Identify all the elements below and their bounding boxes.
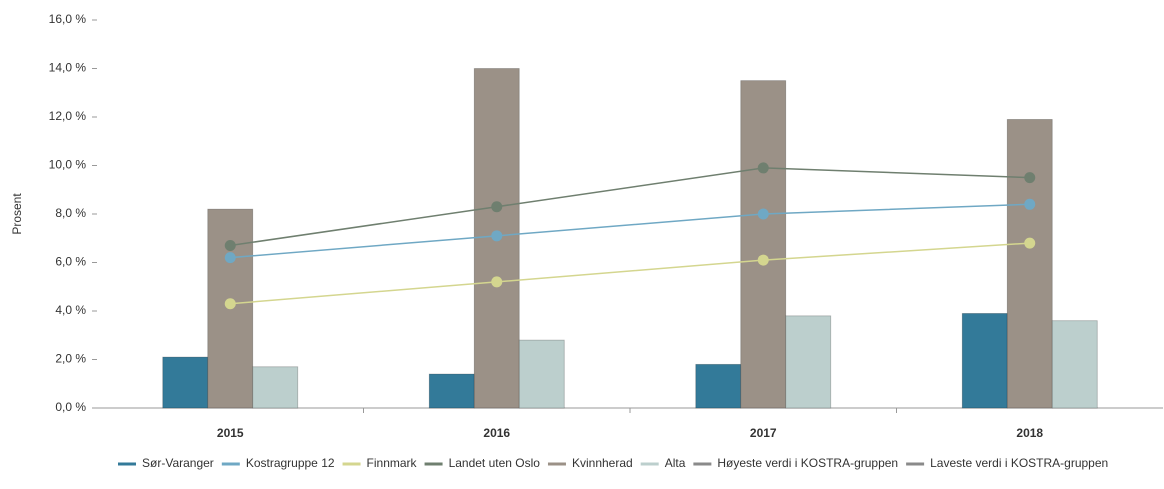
bar bbox=[252, 366, 299, 409]
bar bbox=[518, 339, 565, 409]
point bbox=[757, 162, 769, 174]
y-axis-label: Prosent bbox=[10, 193, 24, 235]
line bbox=[230, 167, 1030, 247]
x-tick-label: 2016 bbox=[483, 426, 510, 440]
y-tick-label: 16,0 % bbox=[49, 12, 87, 26]
bar bbox=[695, 363, 742, 409]
point bbox=[1024, 237, 1036, 249]
legend-label: Finnmark bbox=[367, 456, 418, 470]
legend-label: Kvinnherad bbox=[572, 456, 633, 470]
bar bbox=[1006, 119, 1053, 409]
bar bbox=[740, 80, 787, 409]
y-tick-label: 14,0 % bbox=[49, 61, 87, 75]
y-tick-label: 8,0 % bbox=[55, 206, 86, 220]
x-tick-label: 2018 bbox=[1016, 426, 1043, 440]
legend-label: Alta bbox=[665, 456, 686, 470]
point bbox=[224, 252, 236, 264]
bar bbox=[162, 356, 209, 409]
legend-label: Kostragruppe 12 bbox=[246, 456, 335, 470]
y-tick-label: 4,0 % bbox=[55, 303, 86, 317]
x-tick-label: 2017 bbox=[750, 426, 777, 440]
bar bbox=[428, 373, 475, 409]
y-tick-label: 6,0 % bbox=[55, 255, 86, 269]
legend-label: Sør-Varanger bbox=[142, 456, 214, 470]
bar bbox=[1051, 320, 1098, 409]
y-tick-label: 10,0 % bbox=[49, 158, 87, 172]
point bbox=[757, 254, 769, 266]
legend-label: Laveste verdi i KOSTRA-gruppen bbox=[930, 456, 1108, 470]
point bbox=[224, 240, 236, 252]
line bbox=[230, 242, 1030, 305]
x-tick-label: 2015 bbox=[217, 426, 244, 440]
bar bbox=[785, 315, 832, 409]
legend-label: Landet uten Oslo bbox=[449, 456, 541, 470]
y-tick-label: 12,0 % bbox=[49, 109, 87, 123]
y-tick-label: 0,0 % bbox=[55, 400, 86, 414]
bar bbox=[961, 313, 1008, 409]
point bbox=[491, 276, 503, 288]
point bbox=[224, 298, 236, 310]
point bbox=[491, 201, 503, 213]
point bbox=[757, 208, 769, 220]
point bbox=[491, 230, 503, 242]
point bbox=[1024, 198, 1036, 210]
y-tick-label: 2,0 % bbox=[55, 352, 86, 366]
line bbox=[230, 203, 1030, 259]
legend-label: Høyeste verdi i KOSTRA-gruppen bbox=[717, 456, 898, 470]
point bbox=[1024, 172, 1036, 184]
